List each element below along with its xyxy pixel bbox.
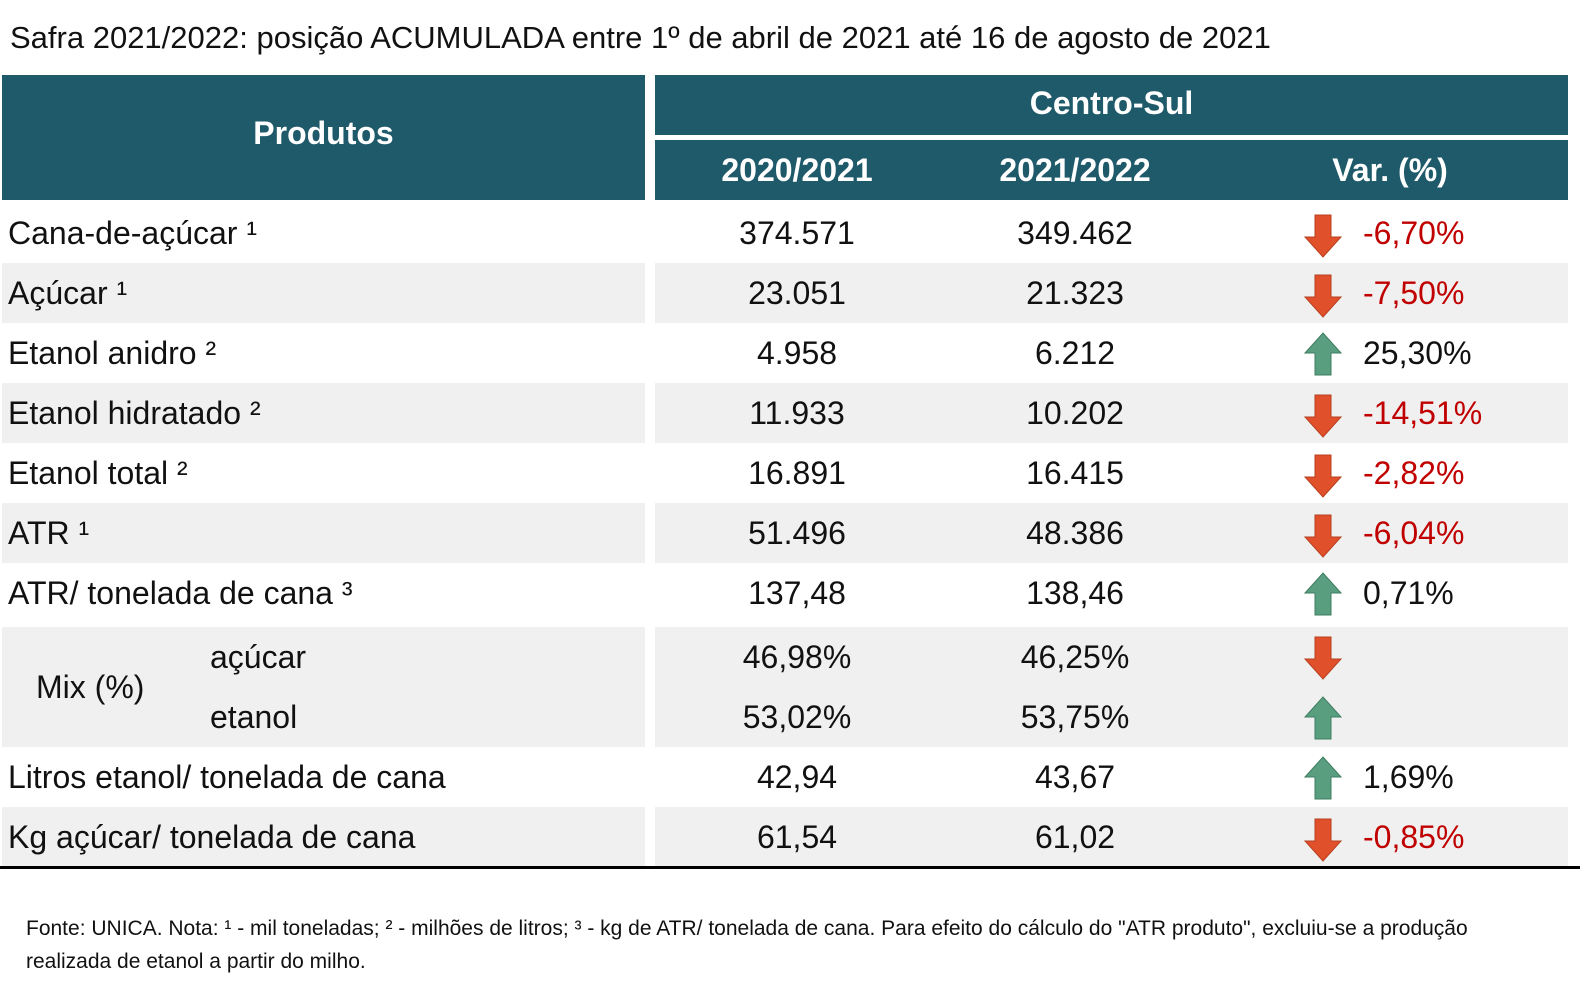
up-arrow — [1304, 696, 1342, 740]
row-bg — [655, 383, 1568, 443]
value-cell: 21.323 — [1026, 275, 1124, 311]
product-label: Etanol anidro ² — [8, 335, 217, 371]
value-cell: 53,02% — [742, 699, 852, 735]
header-column: Var. (%) — [1332, 152, 1448, 188]
variation-cell: -2,82% — [1363, 455, 1465, 491]
value-cell: 4.958 — [756, 335, 838, 371]
value-cell: 11.933 — [749, 395, 845, 431]
value-cell: 138,46 — [1026, 575, 1124, 611]
value-cell: 53,75% — [1020, 699, 1130, 735]
product-label: Etanol total ² — [8, 455, 188, 491]
down-arrow — [1304, 274, 1342, 318]
variation-cell: 1,69% — [1363, 759, 1454, 795]
row-bg — [2, 807, 645, 867]
value-cell: 349.462 — [1017, 215, 1133, 251]
value-cell: 48.386 — [1026, 515, 1124, 551]
value-cell: 46,25% — [1020, 639, 1130, 675]
row-bg — [2, 383, 645, 443]
value-cell: 61,54 — [756, 819, 838, 855]
sub-label: açúcar — [210, 639, 307, 675]
product-label: Litros etanol/ tonelada de cana — [8, 759, 446, 795]
up-arrow — [1304, 572, 1342, 616]
value-cell: 10.202 — [1026, 395, 1124, 431]
row-bg — [2, 263, 645, 323]
header-column: 2020/2021 — [721, 152, 873, 188]
variation-cell: -0,85% — [1363, 819, 1465, 855]
row-bg — [655, 807, 1568, 867]
value-cell: 374.571 — [739, 215, 855, 251]
header-region: Centro-Sul — [1029, 85, 1194, 121]
value-cell: 43,67 — [1034, 759, 1116, 795]
variation-cell: -14,51% — [1363, 395, 1483, 431]
footnote: Fonte: UNICA. Nota: ¹ - mil toneladas; ²… — [26, 917, 1468, 973]
down-arrow — [1304, 636, 1342, 680]
sub-label: etanol — [210, 699, 298, 735]
down-arrow — [1304, 454, 1342, 498]
value-cell: 42,94 — [756, 759, 838, 795]
product-label: ATR ¹ — [8, 515, 90, 551]
value-cell: 51.496 — [748, 515, 846, 551]
value-cell: 16.415 — [1026, 455, 1124, 491]
row-bg — [2, 627, 645, 747]
value-cell: 137,48 — [748, 575, 846, 611]
header-column: 2021/2022 — [999, 152, 1151, 188]
up-arrow — [1304, 756, 1342, 800]
down-arrow — [1304, 214, 1342, 258]
header-cell — [655, 140, 1568, 200]
product-label: Mix (%) — [36, 669, 145, 705]
title: Safra 2021/2022: posição ACUMULADA entre… — [10, 20, 1271, 55]
header-cell — [2, 75, 645, 200]
down-arrow — [1304, 514, 1342, 558]
product-label: Kg açúcar/ tonelada de cana — [8, 819, 416, 855]
product-label: Cana-de-açúcar ¹ — [8, 215, 257, 251]
variation-cell: 0,71% — [1363, 575, 1454, 611]
value-cell: 16.891 — [748, 455, 846, 491]
header-cell — [655, 75, 1568, 135]
bottom-rule — [0, 866, 1580, 869]
variation-cell: -6,04% — [1363, 515, 1465, 551]
product-label: ATR/ tonelada de cana ³ — [8, 575, 353, 611]
down-arrow — [1304, 394, 1342, 438]
variation-cell: -6,70% — [1363, 215, 1465, 251]
header-products: Produtos — [253, 115, 394, 151]
value-cell: 6.212 — [1034, 335, 1116, 371]
up-arrow — [1304, 332, 1342, 376]
value-cell: 61,02 — [1034, 819, 1116, 855]
product-label: Etanol hidratado ² — [8, 395, 261, 431]
value-cell: 46,98% — [742, 639, 852, 675]
row-bg — [655, 503, 1568, 563]
row-bg — [655, 263, 1568, 323]
variation-cell: 25,30% — [1363, 335, 1472, 371]
row-bg — [655, 627, 1568, 747]
value-cell: 23.051 — [748, 275, 846, 311]
row-bg — [2, 503, 645, 563]
product-label: Açúcar ¹ — [8, 275, 128, 311]
variation-cell: -7,50% — [1363, 275, 1465, 311]
down-arrow — [1304, 818, 1342, 862]
